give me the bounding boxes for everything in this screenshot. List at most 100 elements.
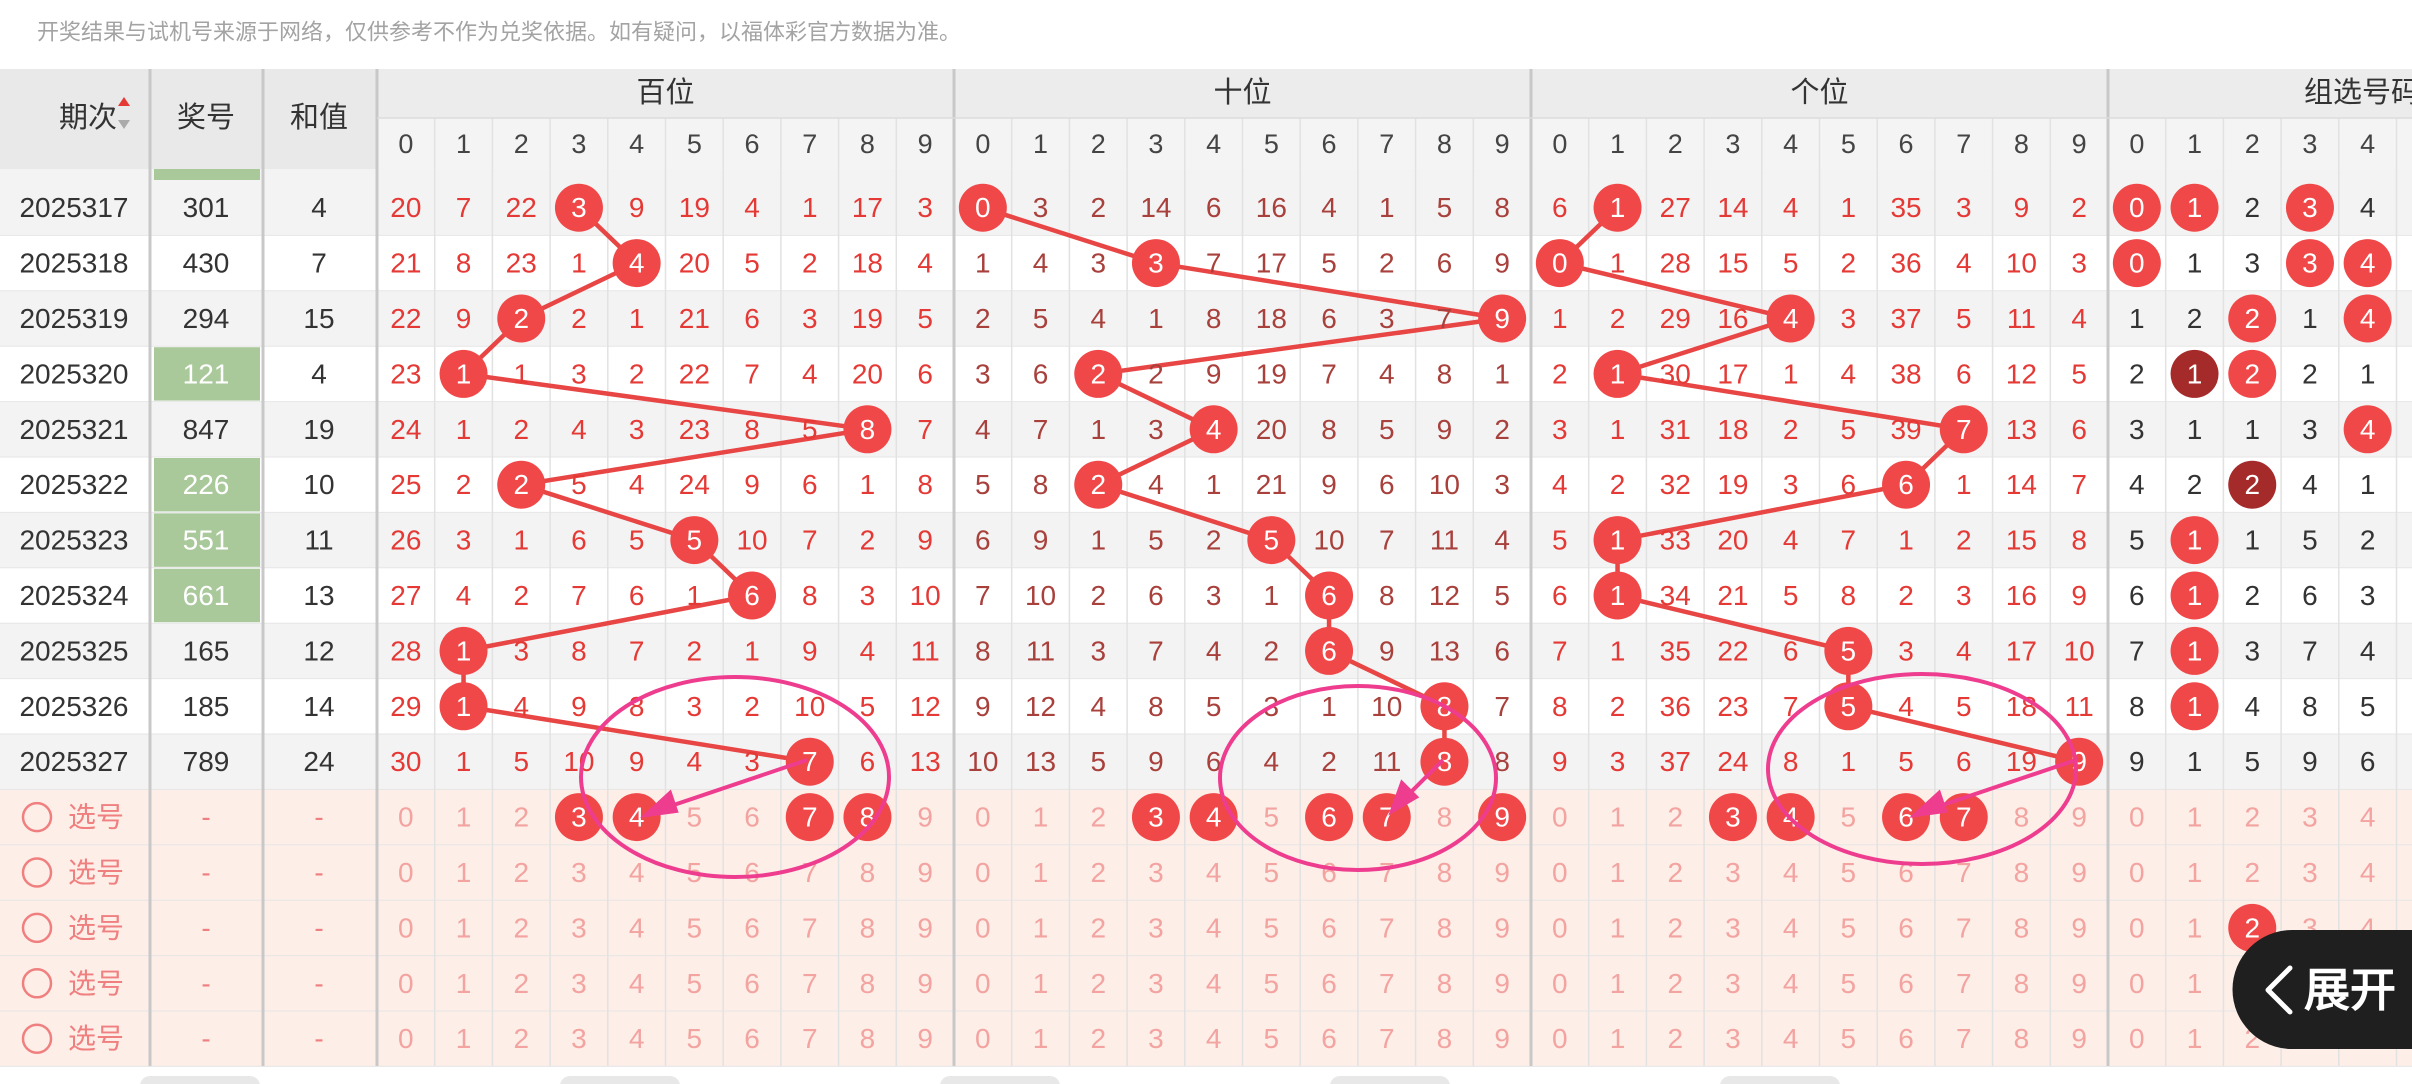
- select-digit[interactable]: 4: [1206, 968, 1222, 999]
- select-digit[interactable]: 3: [1725, 1023, 1741, 1054]
- select-digit[interactable]: 9: [2071, 1023, 2087, 1054]
- select-digit[interactable]: 5: [1264, 968, 1280, 999]
- select-label[interactable]: 选号: [68, 1023, 124, 1054]
- select-digit[interactable]: 8: [2014, 912, 2030, 943]
- select-digit[interactable]: 4: [1783, 912, 1799, 943]
- select-digit[interactable]: 4: [1206, 912, 1222, 943]
- ball-number[interactable]: 3: [1725, 802, 1741, 833]
- select-radio[interactable]: [21, 1023, 53, 1054]
- select-digit[interactable]: 5: [1264, 912, 1280, 943]
- select-digit[interactable]: 9: [1494, 968, 1510, 999]
- select-digit[interactable]: 7: [1956, 912, 1972, 943]
- select-digit[interactable]: 5: [1841, 1023, 1857, 1054]
- select-digit[interactable]: 6: [1321, 857, 1337, 888]
- select-digit[interactable]: 9: [917, 857, 933, 888]
- select-digit[interactable]: 3: [1148, 912, 1164, 943]
- select-digit[interactable]: 0: [398, 968, 414, 999]
- select-digit[interactable]: 2: [1667, 912, 1683, 943]
- expand-button-bg[interactable]: [2232, 930, 2412, 1049]
- select-digit[interactable]: 5: [1841, 857, 1857, 888]
- select-digit[interactable]: 7: [1379, 1023, 1395, 1054]
- select-digit[interactable]: 3: [1148, 1023, 1164, 1054]
- select-digit[interactable]: 4: [1783, 1023, 1799, 1054]
- ball-number[interactable]: 4: [629, 802, 645, 833]
- select-digit[interactable]: 0: [398, 802, 414, 833]
- ball[interactable]: [1131, 793, 1180, 842]
- select-digit[interactable]: 9: [917, 968, 933, 999]
- select-digit[interactable]: 5: [687, 968, 703, 999]
- ball[interactable]: [843, 793, 892, 842]
- ball-number[interactable]: 2: [2244, 912, 2260, 943]
- select-digit[interactable]: 2: [1090, 857, 1106, 888]
- select-digit[interactable]: 1: [2187, 968, 2203, 999]
- ball[interactable]: [785, 793, 834, 842]
- select-label[interactable]: 选号: [68, 857, 124, 888]
- select-digit[interactable]: 4: [1783, 857, 1799, 888]
- select-radio[interactable]: [21, 801, 53, 833]
- select-digit[interactable]: 3: [571, 912, 587, 943]
- select-digit[interactable]: 0: [975, 802, 991, 833]
- select-digit[interactable]: 8: [1437, 857, 1453, 888]
- select-digit[interactable]: 2: [1667, 968, 1683, 999]
- select-digit[interactable]: 1: [456, 1023, 472, 1054]
- select-digit[interactable]: 4: [1206, 1023, 1222, 1054]
- ball-number[interactable]: 9: [1494, 802, 1510, 833]
- select-digit[interactable]: 8: [2014, 1023, 2030, 1054]
- select-digit[interactable]: 6: [1321, 1023, 1337, 1054]
- select-digit[interactable]: 3: [1725, 857, 1741, 888]
- select-digit[interactable]: 7: [802, 1023, 818, 1054]
- select-digit[interactable]: 4: [2360, 857, 2376, 888]
- select-digit[interactable]: 3: [1725, 912, 1741, 943]
- ball[interactable]: [612, 793, 661, 842]
- select-digit[interactable]: 3: [571, 968, 587, 999]
- select-digit[interactable]: 9: [1494, 857, 1510, 888]
- select-digit[interactable]: 7: [1956, 857, 1972, 888]
- ball-number[interactable]: 6: [1898, 802, 1914, 833]
- select-digit[interactable]: 1: [1610, 857, 1626, 888]
- select-digit[interactable]: 0: [2129, 968, 2145, 999]
- select-digit[interactable]: 1: [456, 968, 472, 999]
- select-label[interactable]: 选号: [68, 802, 124, 833]
- select-digit[interactable]: 4: [2360, 802, 2376, 833]
- ball[interactable]: [1708, 793, 1757, 842]
- select-digit[interactable]: 1: [1610, 968, 1626, 999]
- select-digit[interactable]: 6: [744, 912, 760, 943]
- expand-button[interactable]: 展开: [2232, 930, 2412, 1049]
- select-digit[interactable]: 5: [1264, 857, 1280, 888]
- select-digit[interactable]: 0: [975, 968, 991, 999]
- select-digit[interactable]: 0: [2129, 857, 2145, 888]
- select-digit[interactable]: 0: [975, 1023, 991, 1054]
- issue-header[interactable]: 期次: [59, 101, 117, 134]
- select-digit[interactable]: 2: [2244, 802, 2260, 833]
- select-digit[interactable]: 3: [1148, 968, 1164, 999]
- select-digit[interactable]: 1: [2187, 912, 2203, 943]
- select-digit[interactable]: 2: [513, 968, 529, 999]
- select-digit[interactable]: 7: [1379, 912, 1395, 943]
- ball-number[interactable]: 7: [802, 802, 818, 833]
- select-digit[interactable]: 6: [1898, 1023, 1914, 1054]
- select-digit[interactable]: 6: [1898, 912, 1914, 943]
- ball[interactable]: [1939, 793, 1988, 842]
- select-digit[interactable]: 0: [2129, 912, 2145, 943]
- select-digit[interactable]: 4: [629, 857, 645, 888]
- select-digit[interactable]: 0: [1552, 912, 1568, 943]
- select-digit[interactable]: 5: [687, 1023, 703, 1054]
- select-digit[interactable]: 8: [860, 857, 876, 888]
- select-digit[interactable]: 2: [2244, 857, 2260, 888]
- select-radio[interactable]: [21, 912, 53, 944]
- select-digit[interactable]: 1: [1033, 912, 1049, 943]
- select-digit[interactable]: 8: [1437, 912, 1453, 943]
- select-digit[interactable]: 1: [2187, 857, 2203, 888]
- select-digit[interactable]: 1: [1033, 1023, 1049, 1054]
- select-digit[interactable]: 9: [1494, 1023, 1510, 1054]
- ball-number[interactable]: 3: [571, 802, 587, 833]
- ball[interactable]: [1305, 793, 1354, 842]
- select-digit[interactable]: 2: [1090, 802, 1106, 833]
- select-digit[interactable]: 6: [1321, 968, 1337, 999]
- select-digit[interactable]: 0: [1552, 857, 1568, 888]
- select-digit[interactable]: 2: [513, 912, 529, 943]
- select-digit[interactable]: 6: [1898, 968, 1914, 999]
- select-digit[interactable]: 5: [687, 912, 703, 943]
- select-radio[interactable]: [21, 857, 53, 888]
- select-digit[interactable]: 8: [1437, 1023, 1453, 1054]
